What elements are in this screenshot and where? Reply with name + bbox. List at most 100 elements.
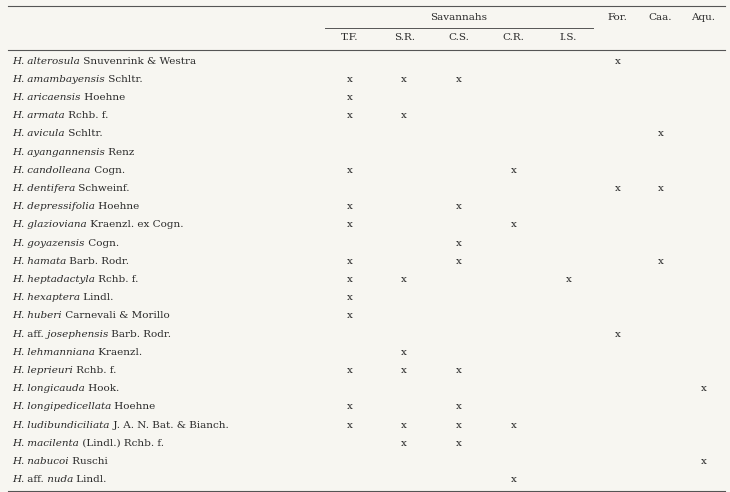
Text: Ruschi: Ruschi	[69, 457, 107, 466]
Text: C.R.: C.R.	[503, 33, 525, 42]
Text: Schweinf.: Schweinf.	[75, 184, 130, 193]
Text: x: x	[402, 421, 407, 430]
Text: H.: H.	[12, 348, 24, 357]
Text: H.: H.	[12, 257, 24, 266]
Text: dentifera: dentifera	[24, 184, 75, 193]
Text: x: x	[402, 75, 407, 84]
Text: Carnevali & Morillo: Carnevali & Morillo	[62, 311, 169, 320]
Text: H.: H.	[12, 57, 24, 65]
Text: aricaensis: aricaensis	[24, 93, 81, 102]
Text: x: x	[347, 75, 353, 84]
Text: avicula: avicula	[24, 129, 65, 138]
Text: hamata: hamata	[24, 257, 66, 266]
Text: Schltr.: Schltr.	[65, 129, 102, 138]
Text: Renz: Renz	[105, 148, 134, 156]
Text: H.: H.	[12, 220, 24, 229]
Text: x: x	[511, 421, 517, 430]
Text: nuda: nuda	[44, 475, 73, 484]
Text: H.: H.	[12, 475, 24, 484]
Text: For.: For.	[607, 13, 628, 23]
Text: x: x	[658, 129, 664, 138]
Text: nabucoi: nabucoi	[24, 457, 69, 466]
Text: ludibundiciliata: ludibundiciliata	[24, 421, 110, 430]
Text: x: x	[347, 93, 353, 102]
Text: H.: H.	[12, 166, 24, 175]
Text: x: x	[658, 257, 664, 266]
Text: Kraenzl. ex Cogn.: Kraenzl. ex Cogn.	[87, 220, 183, 229]
Text: x: x	[511, 220, 517, 229]
Text: H.: H.	[12, 275, 24, 284]
Text: josephensis: josephensis	[44, 330, 108, 338]
Text: longicauda: longicauda	[24, 384, 85, 393]
Text: H.: H.	[12, 439, 24, 448]
Text: x: x	[456, 421, 462, 430]
Text: aff.: aff.	[24, 475, 44, 484]
Text: T.F.: T.F.	[341, 33, 358, 42]
Text: H.: H.	[12, 457, 24, 466]
Text: Hoehne: Hoehne	[81, 93, 125, 102]
Text: H.: H.	[12, 239, 24, 247]
Text: Cogn.: Cogn.	[85, 239, 119, 247]
Text: x: x	[347, 111, 353, 120]
Text: x: x	[701, 384, 707, 393]
Text: x: x	[402, 439, 407, 448]
Text: x: x	[615, 57, 620, 65]
Text: x: x	[701, 457, 707, 466]
Text: Hook.: Hook.	[85, 384, 119, 393]
Text: Cogn.: Cogn.	[91, 166, 125, 175]
Text: x: x	[347, 293, 353, 302]
Text: Savannahs: Savannahs	[431, 13, 488, 23]
Text: Lindl.: Lindl.	[80, 293, 114, 302]
Text: depressifolia: depressifolia	[24, 202, 95, 211]
Text: armata: armata	[24, 111, 65, 120]
Text: goyazensis: goyazensis	[24, 239, 85, 247]
Text: H.: H.	[12, 366, 24, 375]
Text: Aqu.: Aqu.	[691, 13, 715, 23]
Text: J. A. N. Bat. & Bianch.: J. A. N. Bat. & Bianch.	[110, 421, 228, 430]
Text: H.: H.	[12, 421, 24, 430]
Text: x: x	[347, 202, 353, 211]
Text: alterosula: alterosula	[24, 57, 80, 65]
Text: x: x	[456, 402, 462, 411]
Text: x: x	[456, 257, 462, 266]
Text: H.: H.	[12, 75, 24, 84]
Text: x: x	[347, 275, 353, 284]
Text: Kraenzl.: Kraenzl.	[95, 348, 142, 357]
Text: x: x	[456, 439, 462, 448]
Text: H.: H.	[12, 384, 24, 393]
Text: x: x	[347, 421, 353, 430]
Text: aff.: aff.	[24, 330, 44, 338]
Text: x: x	[347, 166, 353, 175]
Text: H.: H.	[12, 111, 24, 120]
Text: x: x	[456, 366, 462, 375]
Text: heptadactyla: heptadactyla	[24, 275, 95, 284]
Text: amambayensis: amambayensis	[24, 75, 105, 84]
Text: I.S.: I.S.	[560, 33, 577, 42]
Text: H.: H.	[12, 129, 24, 138]
Text: Schltr.: Schltr.	[105, 75, 142, 84]
Text: H.: H.	[12, 311, 24, 320]
Text: H.: H.	[12, 93, 24, 102]
Text: C.S.: C.S.	[448, 33, 469, 42]
Text: x: x	[402, 111, 407, 120]
Text: S.R.: S.R.	[393, 33, 415, 42]
Text: Rchb. f.: Rchb. f.	[95, 275, 139, 284]
Text: glazioviana: glazioviana	[24, 220, 87, 229]
Text: H.: H.	[12, 293, 24, 302]
Text: x: x	[615, 330, 620, 338]
Text: x: x	[347, 311, 353, 320]
Text: Lindl.: Lindl.	[73, 475, 107, 484]
Text: candolleana: candolleana	[24, 166, 91, 175]
Text: H.: H.	[12, 402, 24, 411]
Text: x: x	[402, 275, 407, 284]
Text: huberi: huberi	[24, 311, 62, 320]
Text: Barb. Rodr.: Barb. Rodr.	[108, 330, 172, 338]
Text: Hoehne: Hoehne	[112, 402, 155, 411]
Text: ayangannensis: ayangannensis	[24, 148, 105, 156]
Text: (Lindl.) Rchb. f.: (Lindl.) Rchb. f.	[79, 439, 164, 448]
Text: H.: H.	[12, 330, 24, 338]
Text: x: x	[347, 257, 353, 266]
Text: longipedicellata: longipedicellata	[24, 402, 112, 411]
Text: x: x	[402, 366, 407, 375]
Text: x: x	[511, 475, 517, 484]
